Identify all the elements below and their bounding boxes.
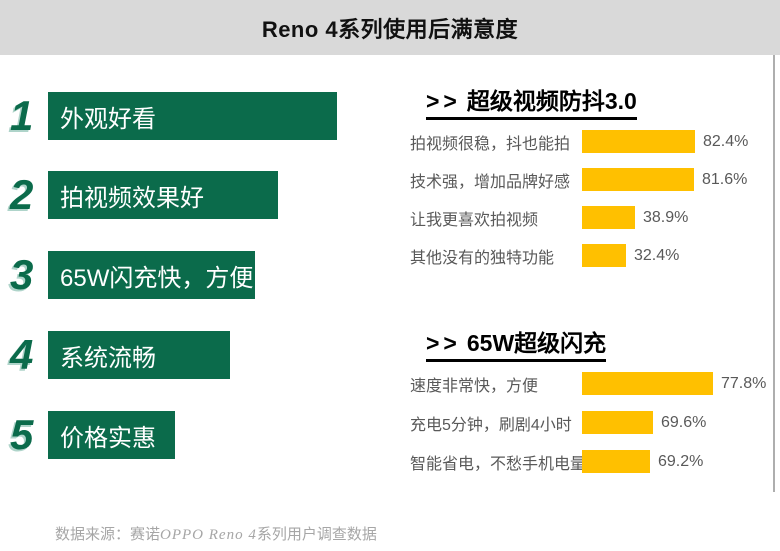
rank-bar: 65W闪充快，方便	[48, 251, 255, 299]
data-source-note: 数据来源：赛诺OPPO Reno 4系列用户调查数据	[55, 523, 377, 544]
chart-flash-charge: >> 65W超级闪充 速度非常快，方便 77.8% 充电5分钟，刷剧4小时 69.…	[410, 324, 775, 489]
chart-row: 技术强，增加品牌好感 81.6%	[410, 168, 775, 191]
category-label: 其他没有的独特功能	[410, 249, 555, 267]
rank-label: 65W闪充快，方便	[60, 264, 254, 292]
source-prefix: 数据来源：赛诺	[55, 526, 161, 543]
rank-bar: 价格实惠	[48, 411, 175, 459]
value-label: 38.9%	[643, 208, 689, 226]
rank-bar: 拍视频效果好	[48, 171, 278, 219]
rank-item-5: 5 价格实惠	[10, 411, 175, 459]
chart-video-stabilization: >> 超级视频防抖3.0 拍视频很稳，抖也能拍 82.4% 技术强，增加品牌好感 …	[410, 82, 775, 282]
chart-row: 速度非常快，方便 77.8%	[410, 372, 775, 395]
right-edge-divider	[773, 55, 775, 492]
source-product-name: OPPO Reno 4	[160, 527, 257, 543]
chart-title-text: 65W超级闪充	[466, 330, 607, 356]
bar	[582, 206, 635, 229]
bar	[582, 411, 653, 434]
chart-title: >> 超级视频防抖3.0	[426, 82, 637, 120]
bar	[582, 168, 694, 191]
chevrons-icon: >>	[426, 330, 461, 356]
rank-number: 2	[10, 171, 34, 218]
chart-row: 拍视频很稳，抖也能拍 82.4%	[410, 130, 775, 153]
category-label: 让我更喜欢拍视频	[410, 211, 539, 229]
chart-title-text: 超级视频防抖3.0	[466, 88, 637, 114]
rank-item-3: 3 65W闪充快，方便	[10, 251, 255, 299]
source-suffix: 系列用户调查数据	[256, 526, 377, 543]
rank-item-2: 2 拍视频效果好	[10, 171, 278, 219]
value-label: 32.4%	[634, 246, 680, 264]
chart-title: >> 65W超级闪充	[426, 324, 607, 362]
value-label: 77.8%	[721, 374, 767, 392]
bar	[582, 130, 695, 153]
rank-number: 5	[10, 411, 34, 458]
rank-number: 4	[10, 331, 34, 378]
rank-bar: 系统流畅	[48, 331, 230, 379]
bar	[582, 244, 626, 267]
rank-label: 价格实惠	[60, 424, 156, 452]
value-label: 69.2%	[658, 452, 704, 470]
value-label: 82.4%	[703, 132, 749, 150]
page-title: Reno 4系列使用后满意度	[261, 16, 519, 42]
chart-row: 智能省电，不愁手机电量 69.2%	[410, 450, 775, 473]
bar	[582, 372, 713, 395]
value-label: 69.6%	[661, 413, 707, 431]
category-label: 充电5分钟，刷剧4小时	[410, 416, 572, 434]
chart-row: 充电5分钟，刷剧4小时 69.6%	[410, 411, 775, 434]
rank-item-1: 1 外观好看	[10, 92, 337, 140]
category-label: 智能省电，不愁手机电量	[410, 455, 587, 473]
category-label: 拍视频很稳，抖也能拍	[410, 135, 571, 153]
chevrons-icon: >>	[426, 88, 461, 114]
category-label: 技术强，增加品牌好感	[410, 173, 571, 191]
rank-label: 拍视频效果好	[60, 184, 204, 212]
bar	[582, 450, 650, 473]
value-label: 81.6%	[702, 170, 748, 188]
rank-bar: 外观好看	[48, 92, 337, 140]
title-bar: Reno 4系列使用后满意度	[0, 0, 780, 55]
rank-number: 3	[10, 251, 34, 298]
chart-row: 让我更喜欢拍视频 38.9%	[410, 206, 775, 229]
rank-number: 1	[10, 92, 34, 139]
rank-item-4: 4 系统流畅	[10, 331, 230, 379]
category-label: 速度非常快，方便	[410, 377, 539, 395]
rank-label: 系统流畅	[60, 344, 156, 372]
rank-label: 外观好看	[60, 105, 156, 133]
chart-row: 其他没有的独特功能 32.4%	[410, 244, 775, 267]
